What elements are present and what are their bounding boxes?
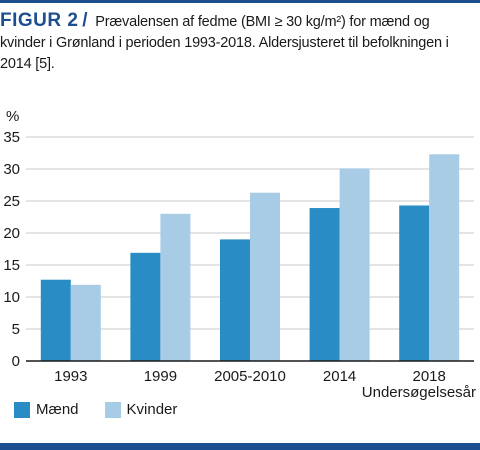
x-tick-label: 2018 [413,368,446,385]
legend-item-maend: Mænd [14,401,79,418]
x-axis-labels: 1993 1999 2005-2010 2014 2018 [54,368,446,385]
x-tick-label: 1999 [144,368,177,385]
figure-label-slash: / [82,10,88,31]
bar-maend-1999 [130,252,161,361]
y-tick-label: 35 [3,129,20,146]
bar-maend-2018 [399,205,430,361]
y-tick-label: 25 [3,193,20,210]
y-axis-unit-label: % [6,108,19,125]
x-axis-title: Undersøgelsesår [362,384,476,400]
caption-text: Prævalensen af fedme (BMI ≥ 30 kg/m²) fo… [0,14,449,72]
legend-label-kvinder: Kvinder [126,401,178,418]
legend-label-maend: Mænd [36,401,79,418]
bar-kvinder-1999 [160,213,191,361]
x-tick-label: 2014 [323,368,356,385]
bar-kvinder-2005-2010 [250,192,280,361]
legend-swatch-maend [14,401,30,418]
bars [40,154,460,361]
figure-caption: FIGUR 2 / Prævalensen af fedme (BMI ≥ 30… [0,10,478,75]
bar-maend-2014 [309,208,340,361]
bottom-rule [0,443,480,450]
bar-kvinder-2014 [339,168,370,361]
figure-label: FIGUR 2 [0,10,79,31]
y-tick-label: 5 [12,321,20,338]
y-tick-label: 15 [3,257,20,274]
legend: Mænd Kvinder [14,401,203,418]
y-tick-label: 10 [3,289,20,306]
bar-kvinder-2018 [429,154,460,361]
legend-swatch-kvinder [104,401,121,418]
x-tick-label: 1993 [54,368,87,385]
y-tick-label: 20 [3,225,20,242]
bar-chart: 0 5 10 15 20 25 30 35 1993 1999 2005-2010 2014 2018… [3,108,476,400]
bar-maend-1993 [40,279,71,361]
top-rule [0,0,480,3]
y-axis-ticks: 0 5 10 15 20 25 30 35 [3,129,20,370]
legend-item-kvinder: Kvinder [104,401,178,418]
x-tick-label: 2005-2010 [214,368,286,385]
bar-kvinder-1993 [70,284,101,361]
y-tick-label: 30 [3,161,20,178]
bar-maend-2005-2010 [220,239,250,361]
y-tick-label: 0 [12,353,20,370]
